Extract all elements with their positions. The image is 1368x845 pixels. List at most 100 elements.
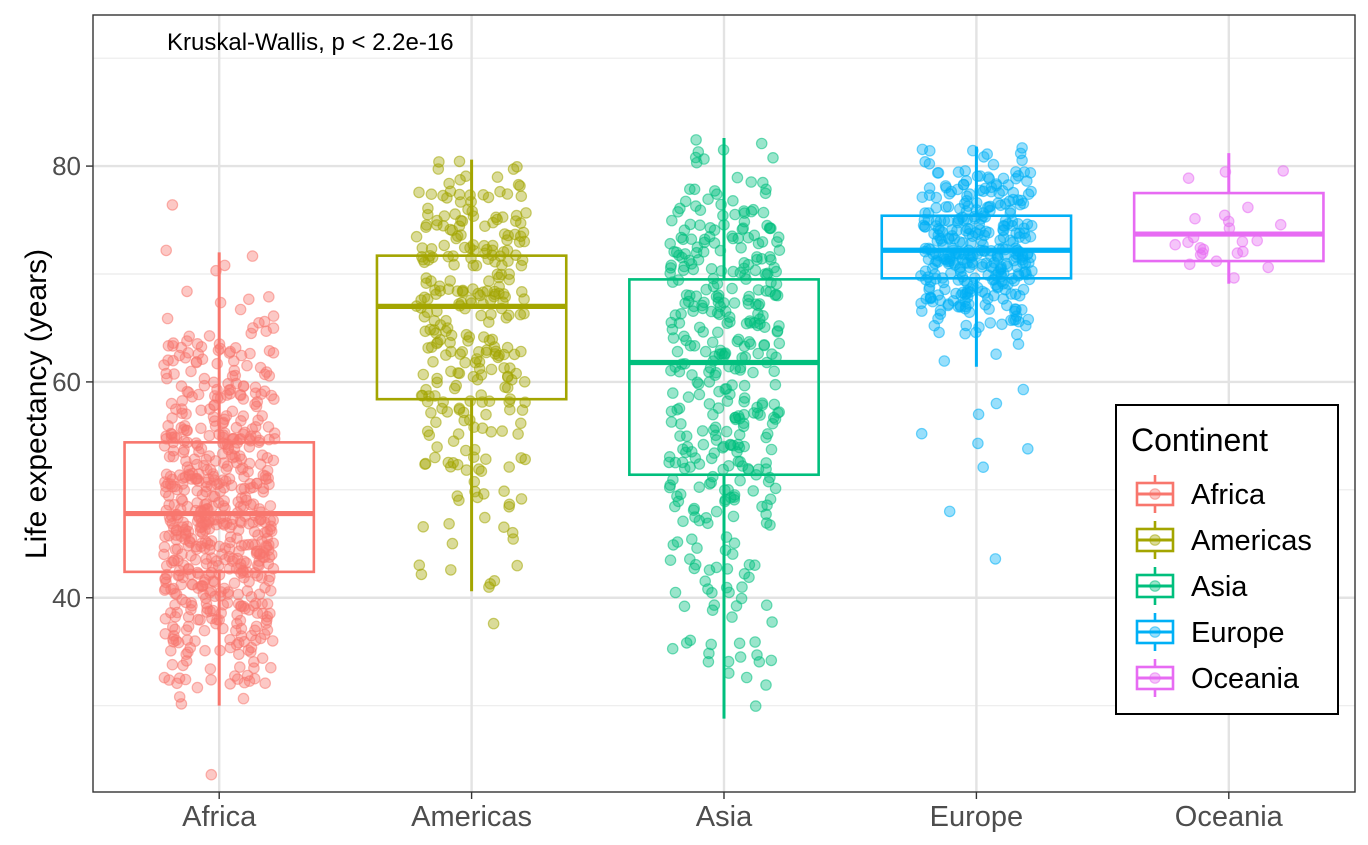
data-point (768, 398, 781, 411)
data-point (726, 230, 738, 242)
data-point (254, 458, 267, 470)
data-point (192, 348, 205, 360)
data-point (930, 191, 943, 204)
data-point (159, 530, 171, 543)
data-point (696, 299, 708, 312)
y-tick-label: 60 (52, 367, 81, 397)
data-point (771, 289, 784, 302)
data-point (679, 248, 691, 260)
data-point (488, 285, 501, 298)
data-point (176, 394, 189, 407)
data-point (159, 627, 172, 640)
data-point (683, 183, 696, 195)
data-point (176, 407, 188, 420)
data-point (440, 325, 452, 337)
data-point (508, 348, 521, 361)
data-point (493, 271, 505, 284)
data-point (512, 178, 525, 191)
data-point (419, 458, 431, 470)
data-point (685, 445, 698, 458)
data-point (751, 253, 763, 266)
data-point (1025, 219, 1038, 232)
data-point (198, 459, 210, 472)
legend-key-point (1149, 626, 1161, 638)
data-point (181, 424, 193, 437)
data-point (439, 349, 452, 361)
data-point (972, 437, 984, 450)
data-point (246, 423, 258, 435)
data-point (721, 395, 734, 407)
data-point (261, 610, 274, 623)
data-point (1014, 147, 1027, 160)
data-point (234, 303, 247, 316)
data-point (454, 174, 466, 186)
data-point (482, 191, 495, 204)
data-point (246, 250, 259, 262)
data-point (1251, 234, 1263, 247)
data-point (163, 450, 176, 463)
data-point (677, 264, 690, 277)
data-point (245, 590, 258, 603)
data-point (675, 231, 688, 244)
data-point (498, 521, 510, 533)
data-point (472, 345, 485, 358)
data-point (417, 520, 429, 533)
data-point (431, 441, 443, 453)
data-point (438, 210, 451, 222)
data-point (934, 224, 946, 237)
data-point (510, 367, 522, 380)
data-point (1262, 261, 1274, 274)
data-point (702, 193, 714, 205)
data-point (501, 244, 514, 257)
data-point (201, 606, 213, 618)
boxes (123, 138, 1325, 719)
data-point (736, 223, 749, 236)
data-point (467, 283, 479, 295)
data-point (736, 581, 748, 593)
data-point (498, 362, 510, 374)
data-point (221, 460, 234, 472)
data-point (165, 397, 178, 410)
data-point (756, 397, 769, 409)
data-point (470, 259, 483, 272)
data-point (234, 600, 247, 612)
data-point (760, 457, 772, 469)
data-point (234, 388, 246, 401)
data-point (987, 158, 1000, 171)
data-point (680, 289, 693, 301)
data-point (752, 463, 765, 476)
stat-annotation: Kruskal-Wallis, p < 2.2e-16 (167, 29, 454, 56)
data-point (757, 206, 770, 219)
data-point (483, 275, 495, 287)
data-point (664, 479, 676, 491)
data-point (515, 493, 528, 505)
data-point (482, 316, 495, 328)
data-point (224, 387, 236, 400)
data-point (198, 624, 211, 637)
data-point (185, 365, 197, 378)
data-point (761, 499, 773, 511)
data-point (413, 186, 425, 199)
data-point (1018, 166, 1031, 178)
data-point (432, 163, 445, 175)
data-point (477, 331, 490, 343)
data-point (940, 182, 952, 194)
data-point (766, 616, 778, 628)
data-point (958, 274, 971, 287)
data-point (687, 305, 699, 317)
data-point (416, 242, 429, 254)
data-point (684, 634, 697, 647)
data-point (987, 262, 1000, 275)
data-point (962, 298, 975, 310)
data-point (262, 290, 275, 303)
data-point (518, 293, 530, 305)
data-point (1009, 303, 1021, 315)
data-point (467, 239, 479, 251)
data-point (265, 525, 278, 538)
data-point (1011, 260, 1023, 273)
data-point (738, 392, 751, 404)
data-point (265, 389, 278, 402)
data-point (180, 655, 193, 667)
data-point (242, 538, 255, 551)
data-point (671, 345, 684, 358)
